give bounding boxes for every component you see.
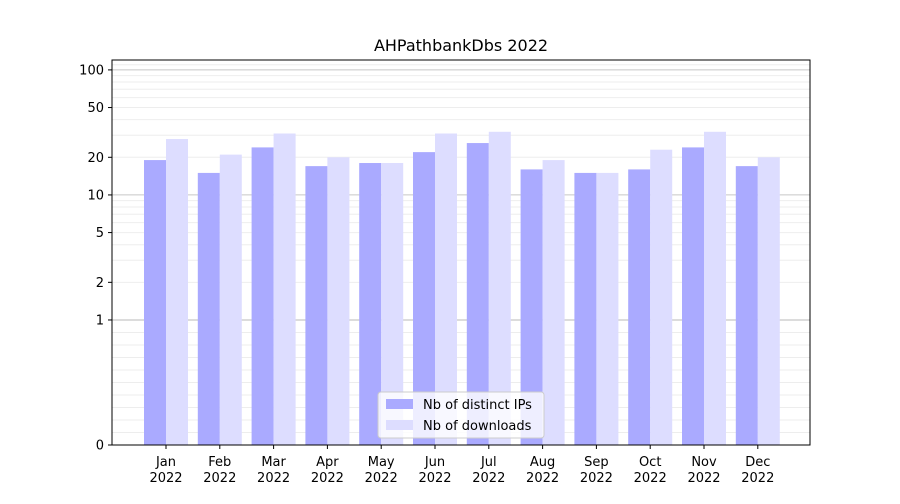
bar-distinct-ips [466,143,489,445]
bar-downloads [704,131,726,445]
x-tick-label-month: Nov [691,455,717,470]
bar-distinct-ips [197,172,220,445]
bar-downloads [596,172,619,445]
y-tick-label: 20 [87,151,104,166]
bar-distinct-ips [305,166,328,445]
legend: Nb of distinct IPs Nb of downloads [377,391,545,439]
bar-distinct-ips [413,152,435,445]
bars [144,131,780,446]
x-tick-label-year: 2022 [580,471,613,486]
bar-downloads [273,133,296,445]
x-tick-label-month: Dec [745,455,770,470]
bar-distinct-ips [735,166,758,445]
x-tick-label-year: 2022 [526,471,559,486]
chart-title: AHPathbankDbs 2022 [374,36,548,55]
x-tick-label-year: 2022 [257,471,290,486]
y-axis: 0 1 2 5 10 20 50 100 [79,63,112,454]
y-tick-label: 5 [96,226,104,241]
legend-box [377,391,545,439]
x-tick-label-month: Apr [316,455,339,470]
x-tick-label-year: 2022 [741,471,774,486]
x-tick-label-year: 2022 [203,471,236,486]
y-tick-label: 100 [79,63,104,78]
bar-downloads [542,160,565,445]
x-tick-label-year: 2022 [149,471,182,486]
x-tick-label-year: 2022 [472,471,505,486]
x-tick-label-month: Jun [424,455,445,470]
x-tick-label-month: Oct [639,455,661,470]
x-tick-label-year: 2022 [634,471,667,486]
bar-downloads [381,163,404,445]
bar-distinct-ips [144,160,166,445]
bar-distinct-ips [520,169,543,445]
bar-distinct-ips [359,163,382,445]
bar-downloads [327,157,350,445]
bar-downloads [435,133,457,445]
bar-downloads [488,131,511,445]
bar-distinct-ips [574,172,597,445]
legend-label: Nb of distinct IPs [423,398,532,413]
y-tick-label: 50 [87,101,104,116]
bar-distinct-ips [628,169,651,445]
y-tick-label: 2 [96,276,104,291]
x-tick-label-year: 2022 [311,471,344,486]
legend-swatch [386,399,413,409]
x-tick-label-year: 2022 [365,471,398,486]
x-tick-label-month: Sep [584,455,609,470]
bar-distinct-ips [251,147,274,446]
y-tick-label: 1 [96,313,104,328]
x-tick-label-year: 2022 [687,471,720,486]
bar-downloads [757,157,780,445]
x-tick-label-year: 2022 [418,471,451,486]
legend-label: Nb of downloads [423,419,532,434]
x-tick-label-month: Jul [480,455,497,470]
bar-downloads [166,139,188,445]
x-tick-label-month: Feb [208,455,231,470]
legend-swatch [386,420,413,430]
x-tick-label-month: Aug [530,455,555,470]
x-tick-label-month: May [368,455,395,470]
plot-area-frame [111,59,811,446]
x-tick-label-month: Mar [261,455,286,470]
y-tick-label: 0 [96,439,104,454]
bar-distinct-ips [682,147,704,446]
x-axis: Jan2022Feb2022Mar2022Apr2022May2022Jun20… [149,445,774,486]
x-tick-label-month: Jan [155,455,176,470]
y-tick-label: 10 [87,188,104,203]
bar-downloads [219,154,242,446]
bar-downloads [650,149,673,446]
